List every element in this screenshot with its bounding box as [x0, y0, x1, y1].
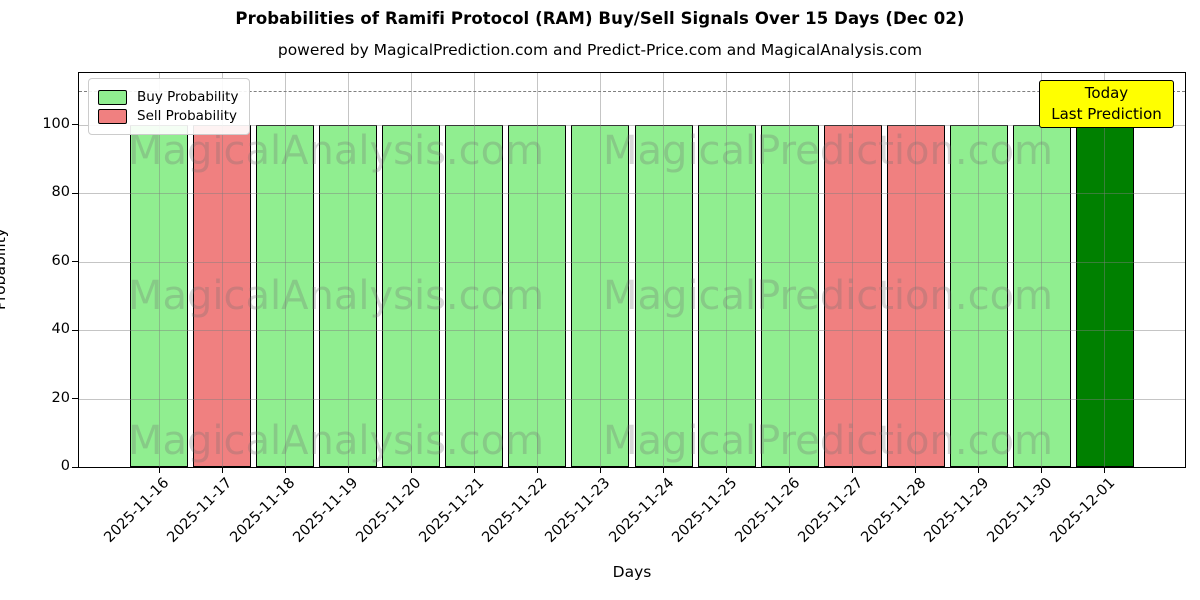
y-tick-label: 60	[51, 252, 70, 269]
v-gridline	[1104, 73, 1106, 467]
v-gridline	[852, 73, 854, 467]
x-tick-mark	[221, 468, 223, 473]
v-gridline	[221, 73, 223, 467]
chart-title: Probabilities of Ramifi Protocol (RAM) B…	[235, 9, 965, 28]
v-gridline	[789, 73, 791, 467]
bar-2025-11-23	[571, 124, 630, 467]
bar-2025-11-29	[949, 124, 1008, 467]
y-tick-label: 0	[60, 458, 70, 474]
v-gridline	[599, 73, 601, 467]
x-tick-mark	[1041, 468, 1043, 473]
sell-swatch-icon	[98, 108, 127, 124]
x-tick-mark	[347, 468, 349, 473]
x-tick-label: 2025-11-20	[353, 475, 425, 546]
bar-2025-11-26	[760, 124, 819, 467]
x-tick-mark	[158, 468, 160, 473]
x-tick-label: 2025-11-22	[479, 475, 551, 546]
y-tick-mark	[72, 466, 78, 468]
v-gridline	[158, 73, 160, 467]
v-gridline	[284, 73, 286, 467]
bar-2025-11-22	[508, 124, 567, 467]
bar-2025-11-16	[130, 124, 189, 467]
v-gridline	[1041, 73, 1043, 467]
x-tick-label: 2025-11-29	[921, 475, 993, 546]
x-tick-label: 2025-11-27	[795, 475, 866, 546]
legend: Buy Probability Sell Probability	[88, 78, 251, 135]
x-tick-label: 2025-11-21	[416, 475, 488, 546]
x-axis-label: Days	[612, 563, 652, 581]
h-gridline	[79, 261, 1185, 263]
x-tick-mark	[473, 468, 475, 473]
v-gridline	[915, 73, 917, 467]
bar-2025-11-17	[193, 124, 252, 467]
y-tick-label: 100	[42, 115, 70, 132]
x-tick-mark	[1104, 468, 1106, 473]
v-gridline	[473, 73, 475, 467]
bar-2025-11-28	[886, 124, 945, 467]
y-tick-label: 20	[51, 389, 70, 406]
legend-item-buy: Buy Probability	[98, 89, 238, 105]
x-tick-label: 2025-11-18	[227, 475, 299, 546]
v-gridline	[410, 73, 412, 467]
v-gridline	[978, 73, 980, 467]
y-tick-mark	[72, 398, 78, 400]
v-gridline	[536, 73, 538, 467]
bar-2025-12-01	[1075, 124, 1134, 467]
x-tick-label: 2025-11-28	[858, 475, 929, 546]
v-gridline	[347, 73, 349, 467]
x-tick-label: 2025-11-16	[101, 475, 173, 546]
x-tick-mark	[915, 468, 917, 473]
x-tick-label: 2025-11-30	[984, 475, 1056, 546]
buy-swatch-icon	[98, 89, 127, 105]
legend-label-buy: Buy Probability	[137, 89, 239, 105]
y-axis-label: Probability	[0, 228, 9, 310]
today-annotation-line1: Today	[1084, 84, 1129, 102]
y-tick-label: 40	[51, 321, 70, 338]
y-tick-mark	[72, 192, 78, 194]
x-tick-mark	[978, 468, 980, 473]
plot-area: Buy Probability Sell Probability Today L…	[78, 72, 1186, 468]
bar-2025-11-21	[445, 124, 504, 467]
y-tick-label: 80	[51, 184, 70, 201]
y-tick-mark	[72, 329, 78, 331]
threshold-dashed-line	[79, 90, 1185, 92]
x-tick-mark	[663, 468, 665, 473]
x-tick-mark	[410, 468, 412, 473]
x-tick-mark	[284, 468, 286, 473]
legend-label-sell: Sell Probability	[137, 108, 238, 124]
v-gridline	[726, 73, 728, 467]
bar-2025-11-19	[319, 124, 378, 467]
bar-2025-11-20	[382, 124, 441, 467]
today-annotation: Today Last Prediction	[1039, 80, 1174, 128]
x-tick-label: 2025-11-17	[164, 475, 236, 546]
x-tick-mark	[726, 468, 728, 473]
h-gridline	[79, 193, 1185, 195]
x-tick-mark	[789, 468, 791, 473]
x-tick-mark	[852, 468, 854, 473]
chart-subtitle: powered by MagicalPrediction.com and Pre…	[277, 41, 923, 59]
y-tick-mark	[72, 261, 78, 263]
x-tick-label: 2025-11-19	[290, 475, 362, 546]
h-gridline	[79, 330, 1185, 332]
bar-2025-11-30	[1012, 124, 1071, 467]
h-gridline	[79, 124, 1185, 126]
y-tick-mark	[72, 124, 78, 126]
bar-2025-11-24	[634, 124, 693, 467]
x-tick-mark	[536, 468, 538, 473]
x-tick-label: 2025-12-01	[1047, 475, 1119, 546]
legend-item-sell: Sell Probability	[98, 108, 238, 124]
x-tick-mark	[599, 468, 601, 473]
v-gridline	[663, 73, 665, 467]
bar-2025-11-18	[256, 124, 315, 467]
h-gridline	[79, 398, 1185, 400]
bar-2025-11-27	[823, 124, 882, 467]
bar-2025-11-25	[697, 124, 756, 467]
today-annotation-line2: Last Prediction	[1051, 105, 1162, 123]
x-tick-label: 2025-11-26	[731, 475, 803, 546]
